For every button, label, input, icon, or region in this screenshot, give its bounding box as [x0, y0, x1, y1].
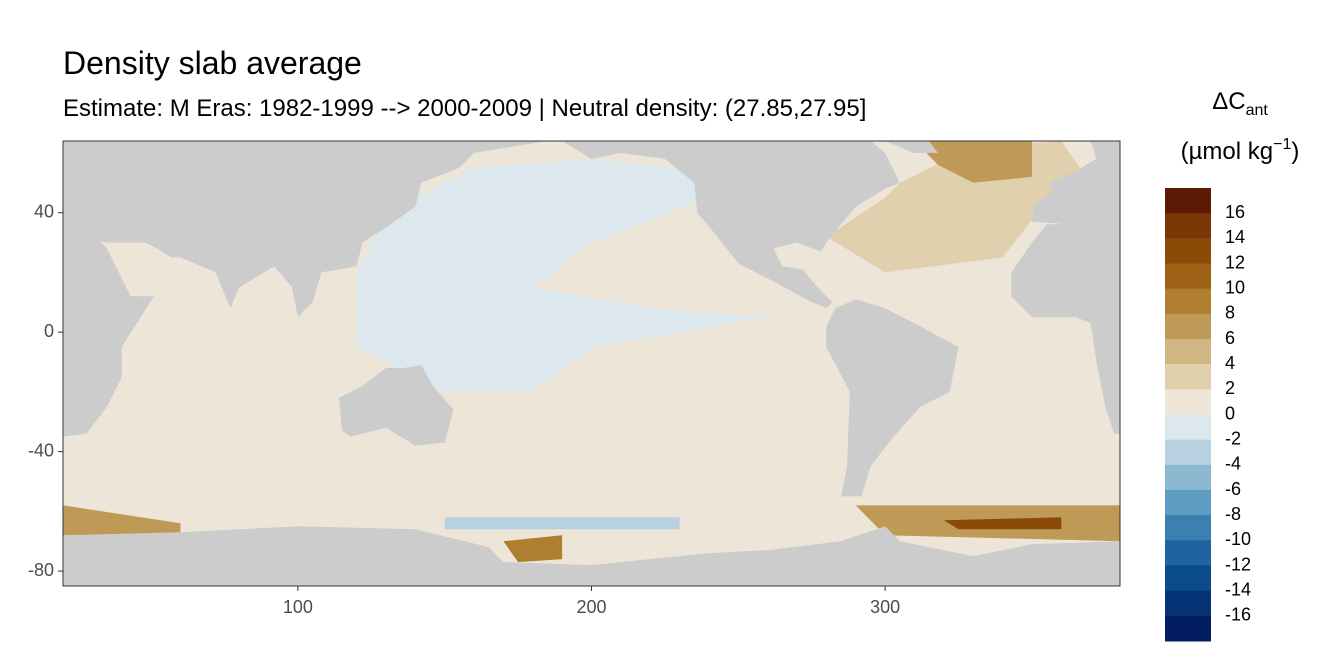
legend-swatch: [1165, 590, 1211, 617]
southern-region: [444, 517, 680, 530]
x-tick-label: 100: [283, 597, 313, 617]
land: [63, 526, 1120, 586]
legend-unit: (µmol kg−1): [1181, 136, 1300, 165]
legend-label: -10: [1225, 529, 1251, 549]
y-tick-label: -40: [28, 440, 54, 460]
legend-title-subscript: ant: [1246, 102, 1269, 119]
legend-swatch: [1165, 188, 1211, 214]
legend-label: 6: [1225, 328, 1235, 348]
legend-swatch: [1165, 439, 1211, 466]
southern-region: [503, 535, 563, 563]
legend-swatch: [1165, 263, 1211, 290]
map: [63, 141, 1120, 586]
x-tick-label: 200: [576, 597, 606, 617]
legend-unit-main: (µmol kg: [1181, 138, 1274, 165]
y-tick-label: 40: [34, 201, 54, 221]
legend-label: 14: [1225, 227, 1245, 247]
legend-swatch: [1165, 515, 1211, 541]
land: [1031, 141, 1120, 228]
legend-swatch: [1165, 213, 1211, 239]
land: [63, 227, 155, 437]
legend-swatch: [1165, 615, 1211, 642]
legend-title-main: ΔC: [1212, 88, 1245, 115]
legend-swatch: [1165, 288, 1211, 315]
legend-swatch: [1165, 364, 1211, 390]
legend-label: -12: [1225, 554, 1251, 574]
legend-label: 16: [1225, 202, 1245, 222]
legend-title: ΔCant: [1212, 88, 1268, 119]
pacific-region: [356, 158, 768, 392]
y-tick-label: 0: [44, 321, 54, 341]
legend-unit-close: ): [1291, 138, 1299, 165]
land: [826, 299, 959, 497]
land: [562, 141, 900, 309]
legend-label: 2: [1225, 378, 1235, 398]
legend-label: -2: [1225, 428, 1241, 448]
land: [338, 364, 454, 446]
southern-region: [63, 505, 181, 536]
legend-swatch: [1165, 414, 1211, 441]
legend-label: -4: [1225, 454, 1241, 474]
legend-swatch: [1165, 339, 1211, 365]
southern-region: [943, 517, 1062, 530]
legend-label: 0: [1225, 403, 1235, 423]
atlantic-region: [914, 141, 1032, 183]
x-tick-label: 300: [870, 597, 900, 617]
legend-label: -6: [1225, 479, 1241, 499]
legend-unit-superscript: −1: [1273, 136, 1291, 153]
legend-label: -14: [1225, 579, 1251, 599]
legend-label: 10: [1225, 277, 1245, 297]
legend-label: 4: [1225, 353, 1235, 373]
legend-label: -8: [1225, 504, 1241, 524]
land: [1011, 221, 1120, 434]
legend-swatch: [1165, 565, 1211, 592]
land: [885, 141, 938, 153]
chart-subtitle: Estimate: M Eras: 1982-1999 --> 2000-200…: [63, 95, 866, 122]
land: [63, 141, 548, 318]
legend-swatch: [1165, 313, 1211, 340]
legend-swatch: [1165, 490, 1211, 516]
legend-swatch: [1165, 464, 1211, 491]
legend-label: 12: [1225, 252, 1245, 272]
legend-label: -16: [1225, 605, 1251, 625]
legend-label: 8: [1225, 303, 1235, 323]
y-tick-label: -80: [28, 560, 54, 580]
legend-swatch: [1165, 238, 1211, 264]
chart-title: Density slab average: [63, 45, 362, 81]
legend-swatch: [1165, 540, 1211, 566]
legend-swatch: [1165, 389, 1211, 415]
